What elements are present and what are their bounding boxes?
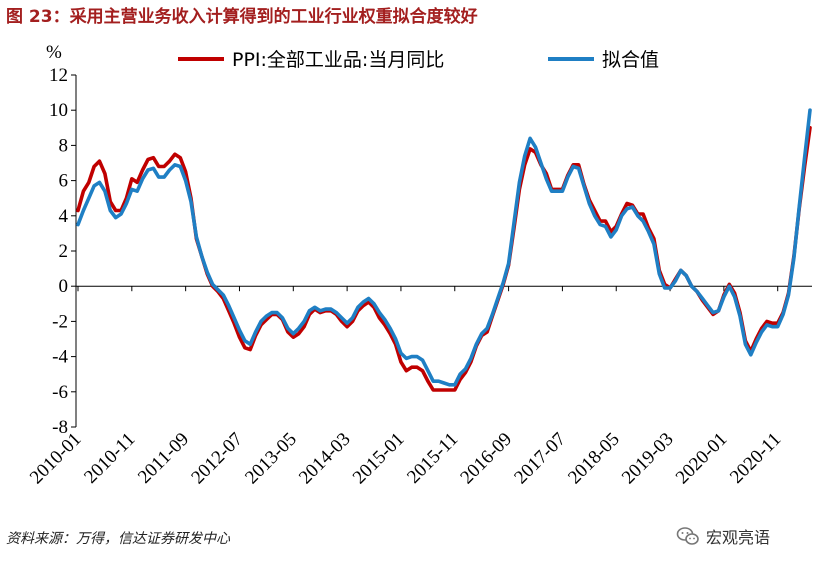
series-lines <box>76 108 812 392</box>
y-tick-label: 8 <box>59 135 69 156</box>
y-tick-label: 10 <box>49 100 68 121</box>
y-tick-label: -6 <box>52 382 68 403</box>
legend-label-0: PPI:全部工业品:当月同比 <box>232 49 444 71</box>
y-tick-label: 12 <box>49 65 68 86</box>
x-tick-label: 2020-01 <box>672 429 732 489</box>
x-tick-label: 2018-05 <box>564 429 624 489</box>
y-tick-label: 4 <box>59 206 69 227</box>
x-tick-label: 2014-03 <box>295 429 355 489</box>
x-tick-label: 2020-11 <box>726 429 785 488</box>
x-tick-label: 2013-05 <box>241 429 301 489</box>
watermark: 宏观亮语 <box>676 524 770 548</box>
figure-title: 图 23：采用主营业务收入计算得到的工业行业权重拟合度较好 <box>6 7 478 27</box>
legend-label-1: 拟合值 <box>602 49 659 71</box>
series-line-0 <box>76 126 812 392</box>
legend: PPI:全部工业品:当月同比 拟合值 <box>178 49 659 71</box>
x-tick-label: 2016-09 <box>456 429 516 489</box>
x-tick-label: 2015-11 <box>403 429 462 488</box>
x-tick-label: 2015-01 <box>349 429 409 489</box>
y-tick-label: 2 <box>59 241 69 262</box>
x-tick-label: 2019-03 <box>618 429 678 489</box>
y-tick-labels: 12 10 8 6 4 2 0 -2 -4 -6 -8 <box>49 65 69 438</box>
source-note: 资料来源：万得，信达证券研发中心 <box>6 531 230 547</box>
x-tick-label: 2010-11 <box>80 429 139 488</box>
y-tick-label: -8 <box>52 417 68 438</box>
wechat-icon <box>676 527 699 545</box>
y-tick-label: 0 <box>59 276 69 297</box>
x-tick-label: 2012-07 <box>187 429 247 489</box>
x-tick-label: 2011-09 <box>134 429 193 488</box>
x-tick-labels: 2010-012010-112011-092012-072013-052014-… <box>26 429 785 489</box>
x-tick-label: 2017-07 <box>510 429 570 489</box>
series-line-1 <box>76 108 812 387</box>
y-unit-label: % <box>46 42 62 63</box>
y-tick-label: 6 <box>59 171 69 192</box>
y-tick-label: -4 <box>52 347 68 368</box>
y-tick-label: -2 <box>52 311 68 332</box>
axes <box>71 74 812 428</box>
watermark-text: 宏观亮语 <box>706 528 771 547</box>
